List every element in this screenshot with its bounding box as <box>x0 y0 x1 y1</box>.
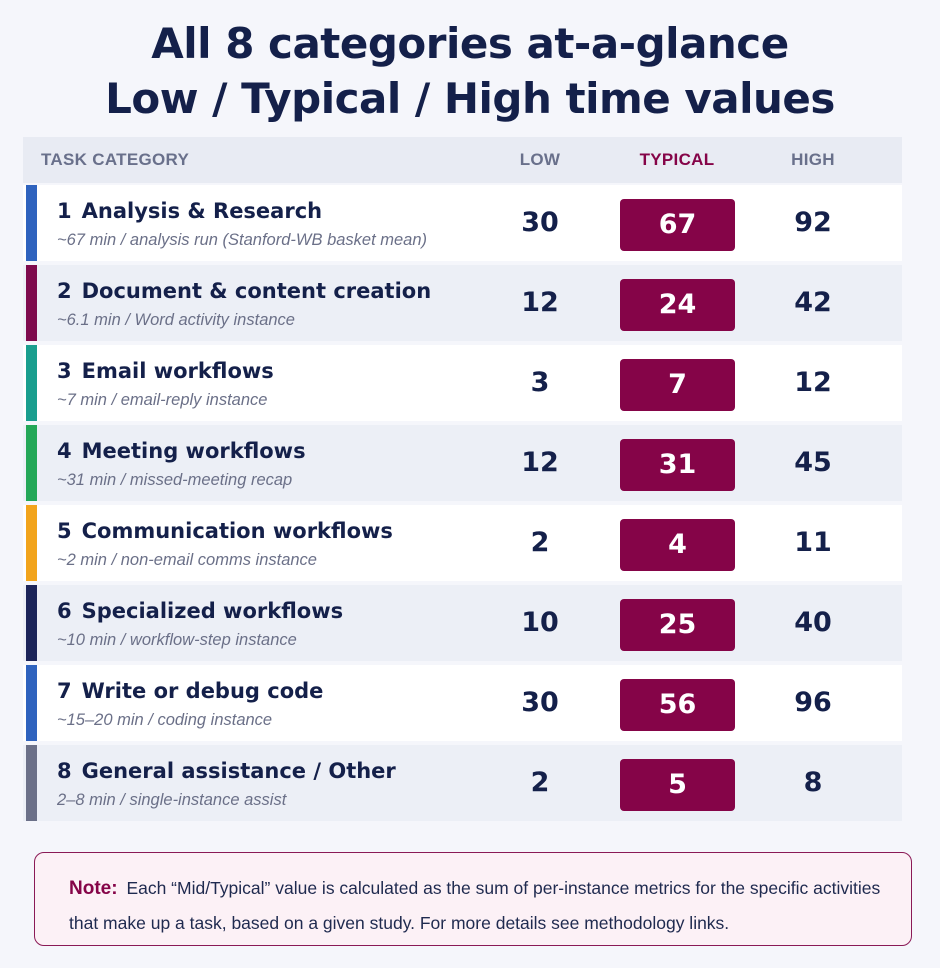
table-row: 6 Specialized workflows ~10 min / workflo… <box>23 585 902 661</box>
title-line-1: All 8 categories at-a-glance <box>151 19 789 68</box>
category-color-bar <box>26 185 37 261</box>
low-value: 3 <box>530 367 550 398</box>
category-number: 6 <box>57 599 72 623</box>
category-subtitle: ~31 min / missed-meeting recap <box>57 471 293 489</box>
typical-value-pill: 25 <box>620 599 735 651</box>
table-row: 1 Analysis & Research ~67 min / analysis … <box>23 185 902 261</box>
low-value: 2 <box>530 767 550 798</box>
header-task-category: TASK CATEGORY <box>41 150 190 169</box>
category-name: Analysis & Research <box>81 199 323 223</box>
header-typical: TYPICAL <box>639 150 715 169</box>
methodology-note: Note: Each “Mid/Typical” value is calcul… <box>34 852 912 946</box>
category-subtitle: ~6.1 min / Word activity instance <box>57 311 295 329</box>
category-name: Meeting workflows <box>81 439 306 463</box>
category-color-bar <box>26 345 37 421</box>
typical-value-pill: 31 <box>620 439 735 491</box>
category-number: 3 <box>57 359 72 383</box>
table-row: 5 Communication workflows ~2 min / non-em… <box>23 505 902 581</box>
category-number: 8 <box>57 759 72 783</box>
category-subtitle: ~2 min / non-email comms instance <box>57 551 317 569</box>
category-subtitle: ~15–20 min / coding instance <box>57 711 273 729</box>
category-table: TASK CATEGORY LOW TYPICAL HIGH 1 Analysis… <box>23 137 902 825</box>
high-value: 92 <box>794 207 832 238</box>
category-subtitle: 2–8 min / single-instance assist <box>57 791 287 809</box>
low-value: 30 <box>521 687 559 718</box>
category-number: 7 <box>57 679 72 703</box>
table-row: 8 General assistance / Other 2–8 min / si… <box>23 745 902 821</box>
category-color-bar <box>26 505 37 581</box>
low-value: 12 <box>521 447 559 478</box>
category-color-bar <box>26 265 37 341</box>
typical-value-pill: 67 <box>620 199 735 251</box>
high-value: 8 <box>803 767 823 798</box>
title-line-2: Low / Typical / High time values <box>105 74 835 123</box>
low-value: 2 <box>530 527 550 558</box>
header-high: HIGH <box>791 150 835 169</box>
note-label: Note: <box>69 878 118 899</box>
high-value: 40 <box>794 607 832 638</box>
low-value: 10 <box>521 607 559 638</box>
category-color-bar <box>26 425 37 501</box>
category-number: 2 <box>57 279 72 303</box>
high-value: 45 <box>794 447 832 478</box>
table-row: 7 Write or debug code ~15–20 min / coding… <box>23 665 902 741</box>
category-number: 1 <box>57 199 72 223</box>
page-title: All 8 categories at-a-glance Low / Typic… <box>0 0 940 126</box>
category-subtitle: ~7 min / email-reply instance <box>57 391 268 409</box>
low-value: 12 <box>521 287 559 318</box>
typical-value-pill: 24 <box>620 279 735 331</box>
category-name: Email workflows <box>81 359 274 383</box>
category-color-bar <box>26 585 37 661</box>
category-name: Specialized workflows <box>81 599 344 623</box>
category-name: Write or debug code <box>81 679 324 703</box>
header-low: LOW <box>519 150 561 169</box>
table-row: 2 Document & content creation ~6.1 min / … <box>23 265 902 341</box>
category-color-bar <box>26 745 37 821</box>
note-text: Each “Mid/Typical” value is calculated a… <box>69 878 881 933</box>
typical-value-pill: 4 <box>620 519 735 571</box>
category-subtitle: ~67 min / analysis run (Stanford-WB bask… <box>57 231 428 249</box>
high-value: 11 <box>794 527 832 558</box>
table-row: 3 Email workflows ~7 min / email-reply in… <box>23 345 902 421</box>
typical-value-pill: 7 <box>620 359 735 411</box>
category-name: General assistance / Other <box>81 759 396 783</box>
category-name: Document & content creation <box>81 279 432 303</box>
category-color-bar <box>26 665 37 741</box>
category-subtitle: ~10 min / workflow-step instance <box>57 631 297 649</box>
table-row: 4 Meeting workflows ~31 min / missed-meet… <box>23 425 902 501</box>
high-value: 96 <box>794 687 832 718</box>
typical-value-pill: 5 <box>620 759 735 811</box>
category-name: Communication workflows <box>81 519 393 543</box>
category-number: 5 <box>57 519 72 543</box>
high-value: 12 <box>794 367 832 398</box>
table-header: TASK CATEGORY LOW TYPICAL HIGH <box>23 137 902 183</box>
typical-value-pill: 56 <box>620 679 735 731</box>
low-value: 30 <box>521 207 559 238</box>
high-value: 42 <box>794 287 832 318</box>
category-number: 4 <box>57 439 72 463</box>
